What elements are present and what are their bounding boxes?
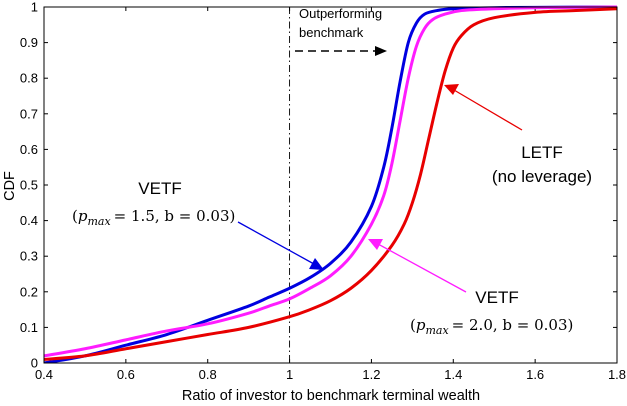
letf-arrow-shaft [453,89,523,131]
vetf-blue-title: VETF [138,179,181,198]
y-tick-label: 0.6 [20,142,38,157]
series-line-red [44,7,617,361]
letf-label-line1: LETF [521,143,563,162]
vetf-magenta-title: VETF [475,288,518,307]
vetf-magenta-p: p [416,316,426,334]
vetf-blue-arrow-head [309,258,324,270]
vetf-magenta-params: (pmax = 2.0, b = 0.03) [410,316,573,337]
outperforming-label-line1: Outperforming [299,6,382,21]
y-tick-label: 0.2 [20,284,38,299]
vetf-magenta-arrow-shaft [377,243,467,293]
y-tick-label: 0.4 [20,213,38,228]
x-tick-label: 1.6 [526,367,544,382]
series-line-blue [44,5,617,363]
x-tick-label: 1.4 [444,367,462,382]
vetf-blue-sub: max [87,215,111,228]
y-tick-label: 0.7 [20,106,38,121]
outperforming-label-line2: benchmark [299,25,364,40]
series-layer [44,5,617,363]
y-tick-label: 0 [31,356,38,371]
x-tick-label: 1 [286,367,293,382]
x-tick-label: 1.8 [608,367,626,382]
vetf-blue-open: ( [72,207,78,225]
x-tick-label: 0.6 [117,367,135,382]
y-tick-label: 1 [31,0,38,15]
vetf-blue-params: (pmax = 1.5, b = 0.03) [72,207,235,228]
vetf-magenta-sub: max [425,324,449,337]
vetf-magenta-arrow-head [368,239,383,250]
vetf-magenta-eq: = 2.0, b = 0.03) [452,316,574,334]
y-tick-label: 0.8 [20,71,38,86]
vetf-magenta-open: ( [410,316,416,334]
y-axis-ticks: 0 0.1 0.2 0.3 0.4 0.5 0.6 0.7 0.8 0.9 1 [20,0,617,371]
x-tick-label: 0.8 [199,367,217,382]
vetf-blue-arrow-shaft [237,221,315,265]
series-line-magenta [44,5,617,358]
x-tick-label: 1.2 [362,367,380,382]
y-tick-label: 0.9 [20,35,38,50]
letf-label-line2: (no leverage) [492,167,592,186]
outperforming-arrow-head [375,46,387,56]
plot-frame [43,6,618,364]
y-axis-label: CDF [2,171,18,201]
y-tick-label: 0.1 [20,320,38,335]
vetf-blue-p: p [78,207,88,225]
x-tick-label: 0.4 [35,367,53,382]
letf-arrow-head [444,84,459,95]
x-axis-label: Ratio of investor to benchmark terminal … [182,388,480,404]
y-tick-label: 0.3 [20,249,38,264]
y-tick-label: 0.5 [20,178,38,193]
vetf-blue-eq: = 1.5, b = 0.03) [114,207,236,225]
